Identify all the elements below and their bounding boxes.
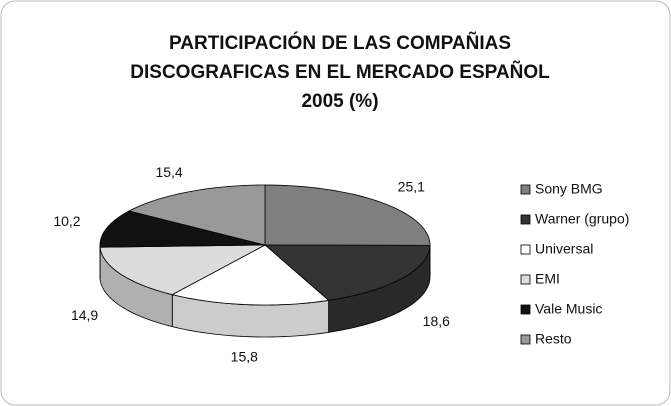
legend-swatch bbox=[520, 214, 531, 225]
legend-label: Universal bbox=[535, 241, 593, 257]
pie-slice bbox=[99, 210, 266, 248]
legend-label: Resto bbox=[535, 331, 572, 347]
chart-title: 2005 (%) bbox=[301, 91, 378, 112]
pie-slice bbox=[99, 244, 266, 296]
legend-swatch bbox=[520, 274, 531, 285]
legend-swatch bbox=[520, 184, 531, 195]
pie-slice bbox=[127, 184, 266, 246]
data-label: 10,2 bbox=[53, 213, 80, 229]
legend-label: EMI bbox=[535, 271, 560, 287]
legend-swatch bbox=[520, 334, 531, 345]
legend-label: Warner (grupo) bbox=[535, 211, 629, 227]
legend-swatch bbox=[520, 304, 531, 315]
pie-slice bbox=[263, 244, 431, 301]
pie-slice bbox=[264, 184, 431, 246]
data-label: 15,4 bbox=[155, 164, 182, 180]
data-label: 18,6 bbox=[423, 313, 450, 329]
legend-label: Vale Music bbox=[535, 301, 602, 317]
legend-swatch bbox=[520, 244, 531, 255]
data-label: 25,1 bbox=[398, 179, 425, 195]
chart-title: DISCOGRAFICAS EN EL MERCADO ESPAÑOL bbox=[130, 61, 550, 83]
data-label: 15,8 bbox=[231, 348, 258, 364]
chart-title: PARTICIPACIÓN DE LAS COMPAÑIAS bbox=[169, 32, 511, 54]
pie-slice bbox=[171, 244, 330, 306]
legend-label: Sony BMG bbox=[535, 181, 603, 197]
data-label: 14,9 bbox=[71, 307, 98, 323]
